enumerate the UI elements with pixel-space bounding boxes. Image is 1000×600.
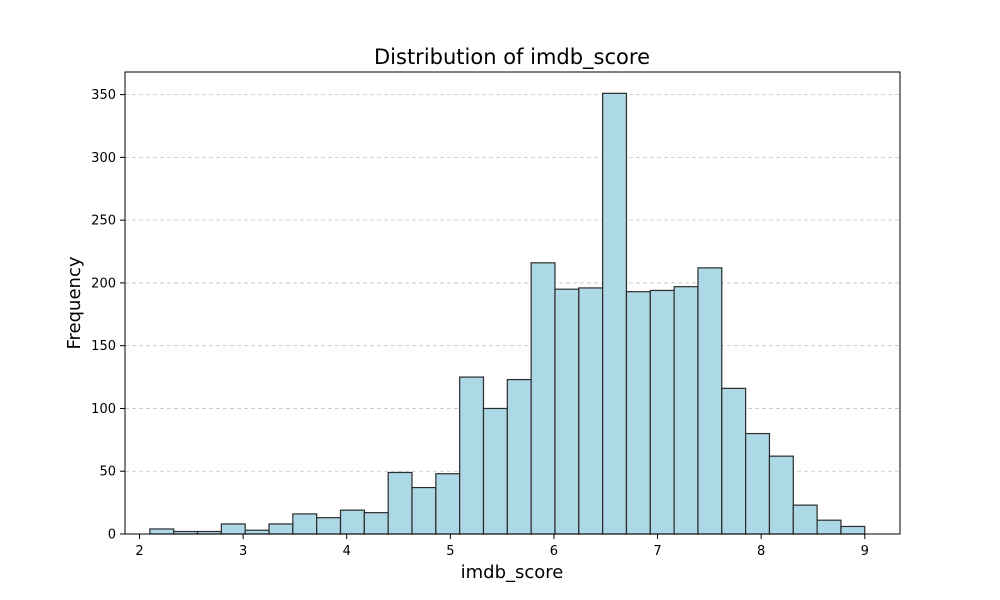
y-tick-label: 150 bbox=[91, 339, 116, 354]
histogram-bar bbox=[482, 407, 508, 535]
x-tick-label: 2 bbox=[135, 544, 143, 559]
histogram-bar bbox=[745, 432, 771, 535]
histogram-bar bbox=[602, 92, 628, 535]
histogram-bar bbox=[316, 517, 342, 535]
x-tick-label: 6 bbox=[550, 544, 558, 559]
plot-frame bbox=[124, 71, 901, 535]
histogram-bar bbox=[721, 387, 747, 535]
histogram-bar bbox=[673, 286, 699, 535]
histogram-bar bbox=[840, 525, 866, 535]
histogram-bar bbox=[697, 267, 723, 535]
x-axis-ticks: 2 3 4 5 6 7 8 9 bbox=[135, 534, 869, 559]
histogram-bar bbox=[435, 473, 461, 535]
histogram-bar bbox=[625, 291, 651, 535]
histogram-bar bbox=[768, 455, 794, 535]
y-tick-label: 300 bbox=[91, 151, 116, 166]
x-axis-title: imdb_score bbox=[461, 562, 564, 583]
y-tick-label: 100 bbox=[91, 402, 116, 417]
histogram-bar bbox=[530, 262, 556, 535]
y-tick-label: 250 bbox=[91, 214, 116, 229]
histogram-bar bbox=[459, 376, 485, 535]
x-tick-label: 9 bbox=[861, 544, 869, 559]
x-tick-label: 7 bbox=[653, 544, 661, 559]
histogram-bar bbox=[149, 528, 175, 535]
histogram-bar bbox=[506, 378, 532, 535]
histogram-bar bbox=[244, 529, 270, 535]
histogram-bar bbox=[292, 513, 318, 535]
histogram-bar bbox=[363, 512, 389, 535]
x-tick-label: 5 bbox=[446, 544, 454, 559]
chart-title: Distribution of imdb_score bbox=[374, 45, 650, 70]
histogram-bar bbox=[816, 519, 842, 535]
y-axis-title: Frequency bbox=[64, 256, 85, 349]
histogram-bar bbox=[339, 509, 365, 535]
y-tick-label: 350 bbox=[91, 88, 116, 103]
y-axis-ticks: 0 50 100 150 200 250 300 350 bbox=[91, 88, 125, 543]
y-tick-label: 0 bbox=[108, 528, 116, 543]
histogram-bar bbox=[268, 523, 294, 535]
histogram-bar bbox=[578, 287, 604, 535]
x-tick-label: 8 bbox=[757, 544, 765, 559]
histogram-bar bbox=[554, 288, 580, 535]
y-tick-label: 50 bbox=[99, 465, 116, 480]
histogram-bar bbox=[792, 504, 818, 535]
y-tick-label: 200 bbox=[91, 276, 116, 291]
histogram-bar bbox=[220, 523, 246, 535]
x-tick-label: 3 bbox=[239, 544, 247, 559]
histogram-bar bbox=[411, 486, 437, 535]
x-tick-label: 4 bbox=[343, 544, 351, 559]
grid-lines bbox=[125, 94, 900, 472]
histogram-bar bbox=[387, 471, 413, 535]
histogram-bars bbox=[149, 92, 866, 535]
histogram-bar bbox=[649, 289, 675, 535]
